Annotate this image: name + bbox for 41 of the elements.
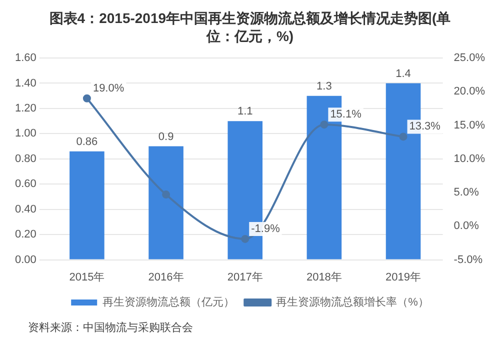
legend-label: 再生资源物流总额（亿元） [102,296,235,309]
x-tick-label: 2018年 [306,271,342,284]
legend-label: 再生资源物流总额增长率（%） [276,296,429,309]
y-tick-label: 0.40 [14,203,36,216]
y2-tick-label: 15.0% [454,119,486,132]
data-label: 0.86 [76,136,98,148]
x-tick-label: 2016年 [148,271,184,284]
y2-tick-label: 5.0% [454,186,480,199]
data-label: 19.0% [92,82,124,94]
y-tick-label: 0.60 [14,178,36,190]
data-label: -1.9% [251,222,280,235]
point [162,190,170,199]
y2-tick-label: 10.0% [454,152,486,165]
x-tick-label: 2017年 [227,271,263,284]
y2-tick-label: -5.0% [454,254,483,266]
y-tick-label: 1.00 [14,128,36,140]
y2-tick-label: 25.0% [454,52,486,64]
y-tick-label: 0.80 [14,152,36,165]
data-label: 0.9 [158,130,174,143]
y2-tick-label: 0.0% [454,220,480,232]
data-label: 15.1% [330,108,362,121]
point [82,94,91,102]
chart-title: 图表4：2015-2019年中国再生资源物流总额及增长情况走势图(单位：亿元，%) [48,9,452,46]
data-label: 1.4 [396,68,411,80]
data-label: 1.1 [237,106,253,118]
data-label: 1.3 [316,80,332,92]
y-tick-label: 1.60 [14,52,36,64]
x-tick-label: 2015年 [69,271,105,284]
x-tick-label: 2019年 [386,271,422,284]
data-label: 13.3% [409,120,441,133]
y-tick-label: 0.00 [14,254,36,266]
y2-tick-label: 20.0% [454,86,486,98]
point [320,120,328,129]
bar [148,146,184,260]
y-tick-label: 1.40 [14,77,36,90]
text: 资料来源：中国物流与采购联合会 [27,320,194,336]
y-tick-label: 1.20 [14,102,36,114]
bar [70,151,104,260]
point [241,234,250,243]
point [399,132,408,141]
y-tick-label: 0.20 [14,228,36,241]
